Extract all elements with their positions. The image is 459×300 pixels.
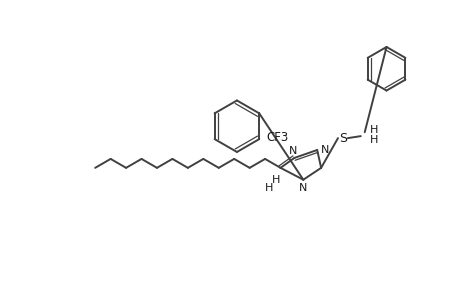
Text: H: H <box>271 175 279 185</box>
Text: S: S <box>338 132 346 145</box>
Text: H: H <box>369 135 377 145</box>
Text: CF3: CF3 <box>265 130 288 144</box>
Text: N: N <box>320 145 329 155</box>
Text: H: H <box>369 125 377 135</box>
Text: N: N <box>289 146 297 156</box>
Text: H: H <box>264 183 272 193</box>
Text: N: N <box>298 183 307 193</box>
